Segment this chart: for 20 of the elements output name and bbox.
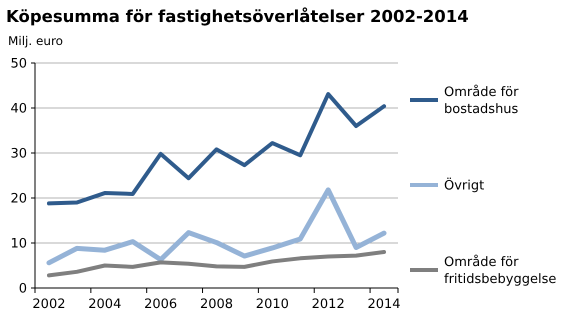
y-tick-label: 30 (10, 146, 27, 162)
x-tick-label: 2004 (88, 297, 122, 312)
y-tick-label: 50 (10, 56, 27, 72)
x-tick-label: 2002 (32, 297, 66, 312)
x-tick-label: 2012 (312, 297, 345, 312)
y-tick-label: 10 (10, 236, 27, 252)
x-tick-label: 2008 (200, 297, 234, 312)
x-tick-label: 2010 (256, 297, 289, 312)
line-series (46, 92, 386, 206)
chart-title: Köpesumma för fastighetsöverlåtelser 2002-2014 (6, 7, 469, 26)
line-series (46, 250, 386, 278)
x-tick-label: 2014 (367, 297, 401, 312)
legend-label: Område för fritidsbebyggelse (444, 254, 556, 288)
x-tick-label: 2006 (144, 297, 178, 312)
legend-label: Område för bostadshus (444, 84, 520, 118)
y-tick-label: 0 (18, 282, 27, 297)
y-tick-label: 40 (10, 102, 27, 117)
y-tick-label: 20 (10, 192, 27, 207)
y-axis-title: Milj. euro (8, 34, 63, 48)
legend-label: Övrigt (444, 178, 484, 194)
